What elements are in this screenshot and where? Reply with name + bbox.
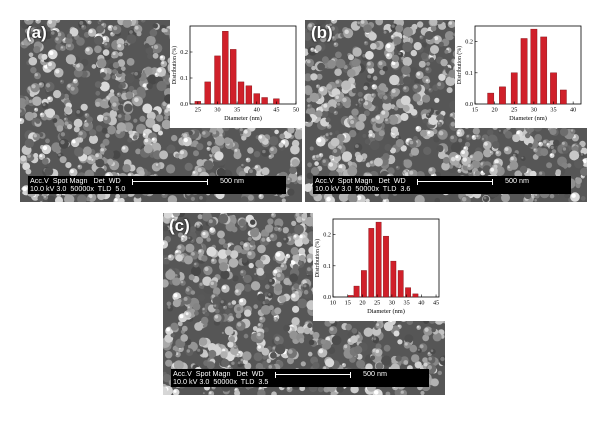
- x-axis-label: Diameter (nm): [509, 115, 547, 122]
- scale-bar: [417, 179, 493, 185]
- histogram-bar: [383, 235, 389, 298]
- histogram-bar: [510, 72, 518, 105]
- histogram-bar: [520, 38, 528, 105]
- panel-label-b: (b): [311, 23, 333, 42]
- info-values: 10.0 kV 3.0 50000x TLD 5.0: [30, 184, 126, 193]
- histogram-bar: [405, 287, 411, 298]
- info-header: Acc.V Spot Magn Det WD: [315, 176, 406, 185]
- x-tick-label: 40: [254, 107, 260, 114]
- x-tick-label: 15: [345, 300, 351, 307]
- x-tick-label: 50: [293, 107, 299, 114]
- y-tick-label: 0.2: [323, 232, 331, 239]
- x-tick-label: 30: [214, 107, 220, 114]
- histogram-bar: [361, 270, 367, 298]
- x-axis-label: Diameter (nm): [367, 308, 405, 315]
- x-tick-label: 30: [389, 300, 395, 307]
- histogram-bar: [214, 55, 221, 105]
- x-tick-label: 25: [195, 107, 201, 114]
- histogram-bar: [368, 228, 375, 298]
- histogram-b: 15 20 25 30 35 40 0.0 0.1 0.2 Diameter (nm) Distri…: [456, 25, 582, 122]
- sem-panel-b: (b) 15 20 25 30 35 40 0.0 0.1 0.2 Diameter (nm) Di…: [305, 20, 587, 202]
- histogram-bar: [540, 36, 548, 105]
- sem-panel-c: (c) 10 15 20 25 30 35 40 45 0.0 0.1 0.2 Diameter (n…: [163, 213, 445, 395]
- histogram-c: 10 15 20 25 30 35 40 45 0.0 0.1 0.2 Diameter (nm) Di…: [314, 218, 440, 315]
- sem-info-bar-b: Acc.V Spot Magn Det WD 10.0 kV 3.0 50000…: [313, 176, 571, 194]
- y-axis-label: Distribution (%): [314, 239, 321, 277]
- inset-histogram-a: 25 30 35 40 45 50 0.0 0.1 0.2 Diameter (nm) Distri…: [170, 20, 302, 128]
- x-tick-label: 45: [273, 107, 279, 114]
- histogram-a: 25 30 35 40 45 50 0.0 0.1 0.2 Diameter (nm) Distri…: [171, 25, 299, 122]
- y-tick-label: 0.0: [323, 294, 331, 301]
- histogram-bar: [222, 30, 229, 105]
- inset-histogram-b: 15 20 25 30 35 40 0.0 0.1 0.2 Diameter (nm) Distri…: [455, 20, 587, 128]
- y-tick-label: 0.0: [465, 101, 473, 108]
- x-tick-label: 25: [374, 300, 380, 307]
- histogram-bar: [347, 295, 354, 298]
- inset-histogram-c: 10 15 20 25 30 35 40 45 0.0 0.1 0.2 Diameter (nm) Di…: [313, 213, 445, 321]
- histogram-bar: [261, 97, 268, 105]
- panel-label-c: (c): [169, 216, 190, 235]
- sem-info-bar-c: Acc.V Spot Magn Det WD 10.0 kV 3.0 50000…: [171, 369, 429, 387]
- y-axis-label: Distribution (%): [456, 46, 463, 84]
- sem-micrograph-b: [305, 20, 587, 202]
- histogram-bar: [245, 85, 253, 105]
- x-tick-label: 45: [433, 300, 439, 307]
- y-axis-label: Distribution (%): [171, 46, 178, 84]
- sem-info-bar-a: Acc.V Spot Magn Det WD 10.0 kV 3.0 50000…: [28, 176, 286, 194]
- histogram-bar: [397, 270, 404, 298]
- histogram-bar: [204, 81, 211, 105]
- y-tick-label: 0.1: [180, 75, 188, 82]
- x-tick-label: 30: [531, 107, 537, 114]
- histogram-bar: [412, 293, 419, 298]
- scale-bar-label: 500 nm: [363, 369, 387, 378]
- y-tick-label: 0.1: [465, 70, 473, 77]
- info-values: 10.0 kV 3.0 50000x TLD 3.5: [173, 377, 269, 386]
- y-tick-label: 0.2: [465, 39, 473, 46]
- scale-bar: [132, 179, 208, 185]
- scale-bar: [275, 372, 351, 378]
- histogram-bar: [550, 72, 557, 105]
- x-tick-label: 35: [404, 300, 410, 307]
- x-tick-label: 15: [472, 107, 478, 114]
- x-tick-label: 40: [418, 300, 424, 307]
- y-tick-label: 0.2: [180, 49, 188, 56]
- x-tick-label: 35: [234, 107, 240, 114]
- scale-bar-label: 500 nm: [505, 176, 529, 185]
- x-tick-label: 20: [359, 300, 365, 307]
- x-tick-label: 10: [330, 300, 336, 307]
- histogram-bar: [237, 81, 245, 105]
- histogram-bar: [559, 89, 567, 105]
- scale-bar-label: 500 nm: [220, 176, 244, 185]
- histogram-bar: [499, 86, 506, 105]
- sem-panel-a: (a) 25 30 35 40 45 50 0.0 0.1 0.2 Diameter (nm) Di…: [20, 20, 302, 202]
- x-tick-label: 20: [492, 107, 498, 114]
- x-axis-label: Diameter (nm): [224, 115, 262, 122]
- info-header: Acc.V Spot Magn Det WD: [30, 176, 121, 185]
- y-tick-label: 0.1: [323, 263, 331, 270]
- x-tick-label: 25: [511, 107, 517, 114]
- histogram-bar: [487, 92, 495, 105]
- x-tick-label: 35: [550, 107, 556, 114]
- histogram-bar: [353, 285, 360, 298]
- info-header: Acc.V Spot Magn Det WD: [173, 369, 264, 378]
- x-tick-label: 40: [570, 107, 576, 114]
- info-values: 10.0 kV 3.0 50000x TLD 3.6: [315, 184, 411, 193]
- plot-frame: [474, 25, 582, 105]
- y-tick-label: 0.0: [180, 101, 188, 108]
- panel-label-a: (a): [26, 23, 47, 42]
- histogram-bar: [375, 221, 382, 298]
- histogram-bar: [530, 28, 538, 105]
- histogram-bar: [390, 260, 397, 298]
- histogram-bar: [230, 49, 237, 105]
